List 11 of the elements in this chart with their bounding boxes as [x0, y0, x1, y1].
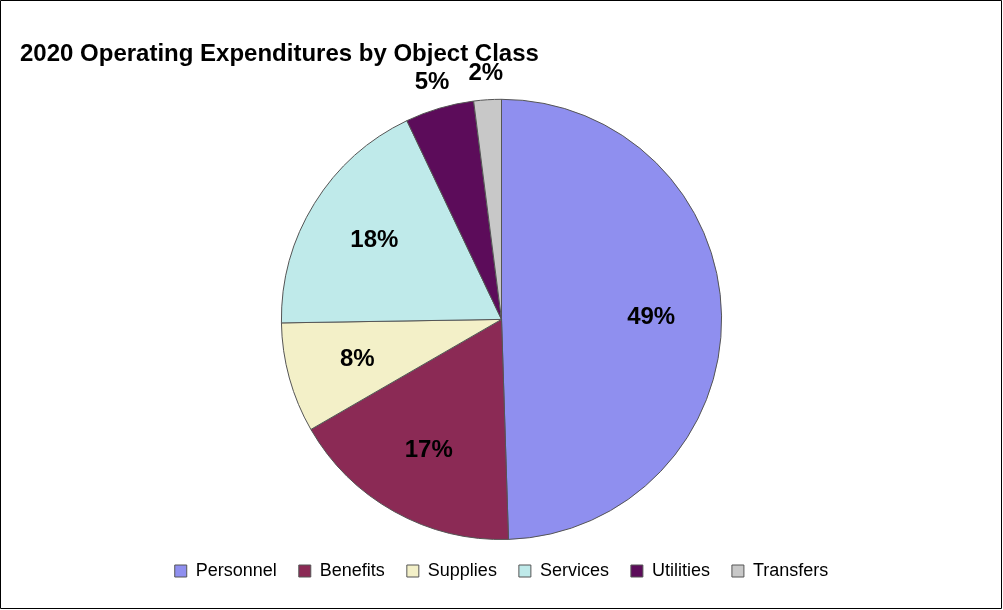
data-label: 49% [627, 301, 676, 329]
legend-label: Benefits [319, 559, 385, 580]
legend-label: Transfers [752, 559, 829, 580]
data-label: 8% [339, 343, 375, 371]
legend-label: Supplies [427, 559, 497, 580]
data-label: 18% [350, 225, 399, 253]
legend-label: Services [539, 559, 609, 580]
legend-label: Utilities [651, 559, 710, 580]
legend-label: Personnel [195, 559, 277, 580]
data-label: 17% [404, 434, 453, 462]
data-label: 5% [414, 67, 450, 95]
